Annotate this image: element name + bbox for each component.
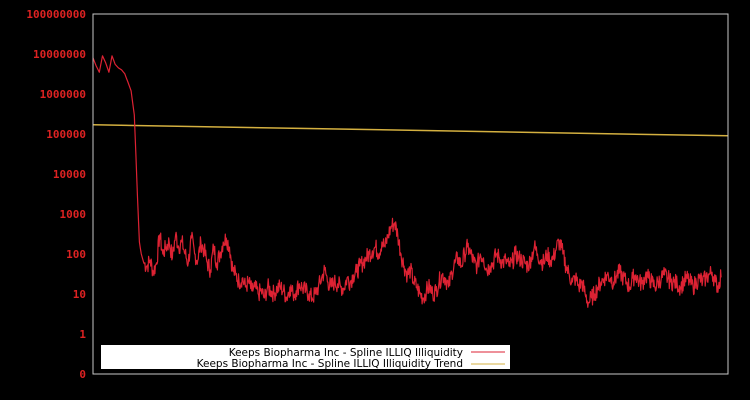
y-tick-label: 100 [66,248,86,261]
illiquidity-series-line [92,55,722,308]
y-tick-label: 100000 [46,128,86,141]
y-tick-label: 10000000 [33,48,86,61]
legend-label-illiquidity: Keeps Biopharma Inc - Spline ILLIQ Illiq… [229,347,463,359]
y-tick-label: 1000000 [40,88,86,101]
legend: Keeps Biopharma Inc - Spline ILLIQ Illiq… [101,345,510,370]
legend-box [101,345,510,369]
y-axis-tick-labels: 1000000001000000010000001000001000010001… [26,8,86,381]
plot-frame [92,13,729,375]
plot-area [92,55,729,308]
y-tick-label: 1000 [60,208,87,221]
y-tick-label: 100000000 [26,8,86,21]
y-tick-label: 1 [79,328,86,341]
trend-series-line [92,124,729,137]
y-tick-label: 10000 [53,168,86,181]
legend-label-trend: Keeps Biopharma Inc - Spline ILLIQ Illiq… [197,358,463,370]
y-tick-label: 0 [79,368,86,381]
y-tick-label: 10 [73,288,86,301]
